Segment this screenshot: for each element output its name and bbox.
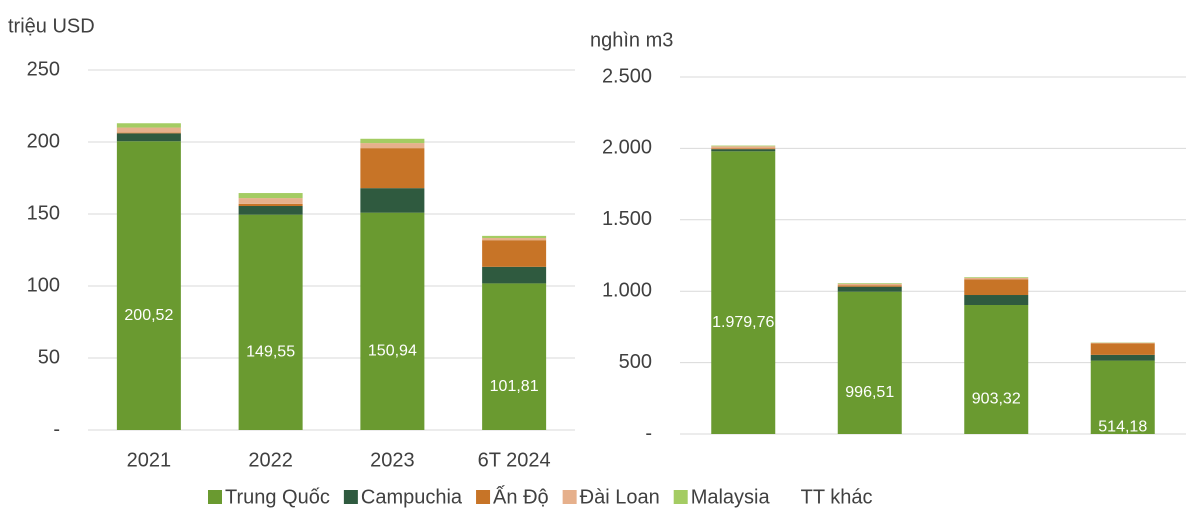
legend-label: Trung Quốc — [225, 486, 330, 508]
bar-segment — [482, 283, 547, 430]
y-tick-label: - — [645, 422, 652, 444]
bar-segment — [964, 295, 1029, 306]
bar-segment — [116, 127, 181, 133]
bar-segment — [964, 277, 1029, 278]
bar-segment — [360, 188, 425, 213]
y-tick-label: 150 — [27, 202, 60, 224]
x-tick-label: 2023 — [370, 449, 415, 471]
y-tick-label: 1.500 — [602, 208, 652, 230]
bar-segment — [711, 148, 776, 150]
y-tick-label: 2.500 — [602, 65, 652, 87]
bar-segment — [711, 146, 776, 149]
data-label: 101,81 — [490, 378, 539, 395]
bar-segment — [837, 283, 902, 284]
legend-swatch — [208, 490, 222, 504]
bar-segment — [964, 277, 1029, 280]
y-tick-label: 50 — [38, 346, 60, 368]
y-tick-label: 1.000 — [602, 279, 652, 301]
bar-segment — [1090, 354, 1155, 361]
data-label: 149,55 — [246, 344, 295, 361]
legend-label: Ấn Độ — [493, 485, 549, 508]
bar-segment — [116, 133, 181, 142]
bar-segment — [1090, 342, 1155, 344]
bar-segment — [711, 149, 776, 152]
legend-label: Đài Loan — [580, 486, 660, 508]
y-tick-label: - — [53, 418, 60, 440]
y-axis-title: nghìn m3 — [590, 29, 673, 51]
y-tick-label: 2.000 — [602, 137, 652, 159]
x-tick-label: 2022 — [248, 449, 293, 471]
bar-segment — [1090, 343, 1155, 355]
data-label: 903,32 — [972, 391, 1021, 408]
bar-segment — [837, 286, 902, 292]
bar-segment — [837, 285, 902, 287]
bar-segment — [964, 305, 1029, 434]
bar-segment — [116, 141, 181, 430]
legend-swatch — [783, 490, 798, 504]
data-label: 200,52 — [124, 307, 173, 324]
bar-segment — [1090, 360, 1155, 434]
legend-label: Malaysia — [691, 486, 771, 508]
data-label: 514,18 — [1098, 419, 1147, 436]
y-tick-label: 100 — [27, 274, 60, 296]
bar-segment — [238, 198, 303, 204]
data-label: 1.979,76 — [712, 314, 774, 331]
bar-segment — [360, 143, 425, 149]
legend-label: Campuchia — [361, 486, 463, 508]
legend-label: TT khác — [801, 486, 873, 508]
bar-segment — [837, 291, 902, 434]
legend-swatch — [476, 490, 491, 504]
y-tick-label: 250 — [27, 58, 60, 80]
legend-swatch — [562, 490, 577, 504]
y-tick-label: 200 — [27, 130, 60, 152]
legend-swatch — [673, 490, 688, 504]
bar-segment — [116, 132, 181, 134]
data-label: 996,51 — [845, 384, 894, 401]
bar-segment — [360, 138, 425, 144]
x-tick-label: 2021 — [127, 449, 172, 471]
bar-segment — [482, 266, 547, 284]
bar-segment — [360, 148, 425, 189]
x-tick-label: 6T 2024 — [478, 449, 551, 471]
bar-segment — [360, 212, 425, 430]
bar-segment — [238, 206, 303, 215]
legend-swatch — [343, 490, 358, 504]
y-axis-title: triệu USD — [8, 15, 95, 37]
bar-segment — [238, 193, 303, 199]
data-label: 150,94 — [368, 343, 417, 360]
bar-segment — [711, 151, 776, 434]
bar-segment — [116, 123, 181, 128]
bar-segment — [964, 279, 1029, 296]
bar-segment — [482, 240, 547, 267]
bar-segment — [711, 145, 776, 147]
bar-segment — [837, 283, 902, 286]
bar-segment — [482, 238, 547, 241]
bar-segment — [482, 235, 547, 239]
bar-segment — [238, 214, 303, 430]
y-tick-label: 500 — [619, 351, 652, 373]
bar-segment — [238, 203, 303, 207]
